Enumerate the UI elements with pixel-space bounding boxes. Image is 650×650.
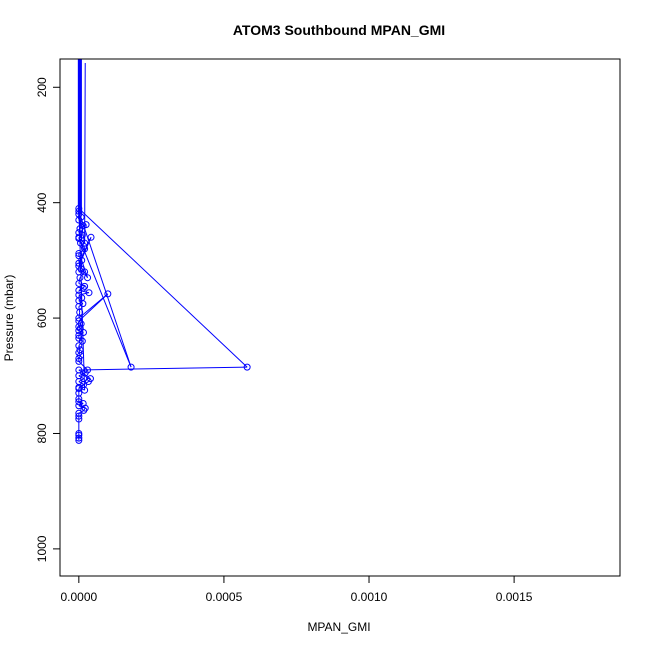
chart-title: ATOM3 Southbound MPAN_GMI xyxy=(233,22,445,38)
data-point xyxy=(75,366,83,374)
data-point xyxy=(75,259,83,267)
data-point xyxy=(75,357,83,365)
series-line-segment xyxy=(78,208,248,368)
series-line-segment xyxy=(78,369,91,380)
data-point xyxy=(75,415,83,423)
data-point xyxy=(82,221,90,229)
data-point xyxy=(75,431,83,439)
data-point xyxy=(75,398,83,406)
x-tick-label: 0.0000 xyxy=(60,590,97,604)
data-point xyxy=(78,337,86,345)
plot-area xyxy=(75,59,251,444)
data-point xyxy=(87,233,95,241)
data-point xyxy=(75,402,83,410)
data-point xyxy=(75,331,83,339)
data-point xyxy=(75,216,83,224)
y-tick-label: 200 xyxy=(35,77,49,97)
y-tick-label: 1000 xyxy=(35,535,49,562)
data-point xyxy=(104,290,112,298)
data-point xyxy=(75,204,83,212)
data-point xyxy=(84,378,92,386)
x-tick-label: 0.0015 xyxy=(496,590,533,604)
data-point xyxy=(75,314,83,322)
data-point xyxy=(75,436,83,444)
data-point xyxy=(75,354,83,362)
x-tick-label: 0.0005 xyxy=(206,590,243,604)
x-axis-label: MPAN_GMI xyxy=(307,620,370,634)
series-line-segment xyxy=(78,360,88,371)
data-point xyxy=(243,363,251,371)
series-line-segment xyxy=(78,289,90,294)
data-point xyxy=(84,274,92,282)
data-point xyxy=(75,249,83,257)
x-axis: 0.0000 0.0005 0.0010 0.0015 xyxy=(60,576,533,604)
y-tick-label: 600 xyxy=(35,308,49,328)
data-point xyxy=(81,282,89,290)
data-point xyxy=(75,384,83,392)
y-tick-label: 800 xyxy=(35,423,49,443)
data-point xyxy=(75,279,83,287)
data-point xyxy=(75,412,83,420)
data-point xyxy=(75,395,83,403)
series-line-segment xyxy=(82,286,86,289)
x-tick-label: 0.0010 xyxy=(351,590,388,604)
y-axis: 200 400 600 800 1000 xyxy=(35,77,60,562)
data-point xyxy=(75,286,83,294)
data-point xyxy=(75,323,83,331)
series-streak-line xyxy=(84,62,86,244)
series-line-segment xyxy=(78,366,248,371)
series-line-segment xyxy=(78,403,84,407)
y-axis-label: Pressure (mbar) xyxy=(2,275,16,362)
data-point xyxy=(76,225,84,233)
series-line-segment xyxy=(83,246,86,249)
data-point xyxy=(81,245,89,253)
series-line-segment xyxy=(78,293,109,322)
data-point xyxy=(127,363,135,371)
data-point xyxy=(75,327,83,335)
data-point xyxy=(75,342,83,350)
data-point xyxy=(75,207,83,215)
data-point xyxy=(85,289,93,297)
plot-frame xyxy=(59,58,621,577)
data-point xyxy=(75,434,83,442)
data-point xyxy=(81,268,89,276)
series-line-segment xyxy=(83,407,86,411)
y-tick-label: 400 xyxy=(35,192,49,212)
series-line-segment xyxy=(78,237,132,368)
series-line-segment xyxy=(78,345,81,350)
